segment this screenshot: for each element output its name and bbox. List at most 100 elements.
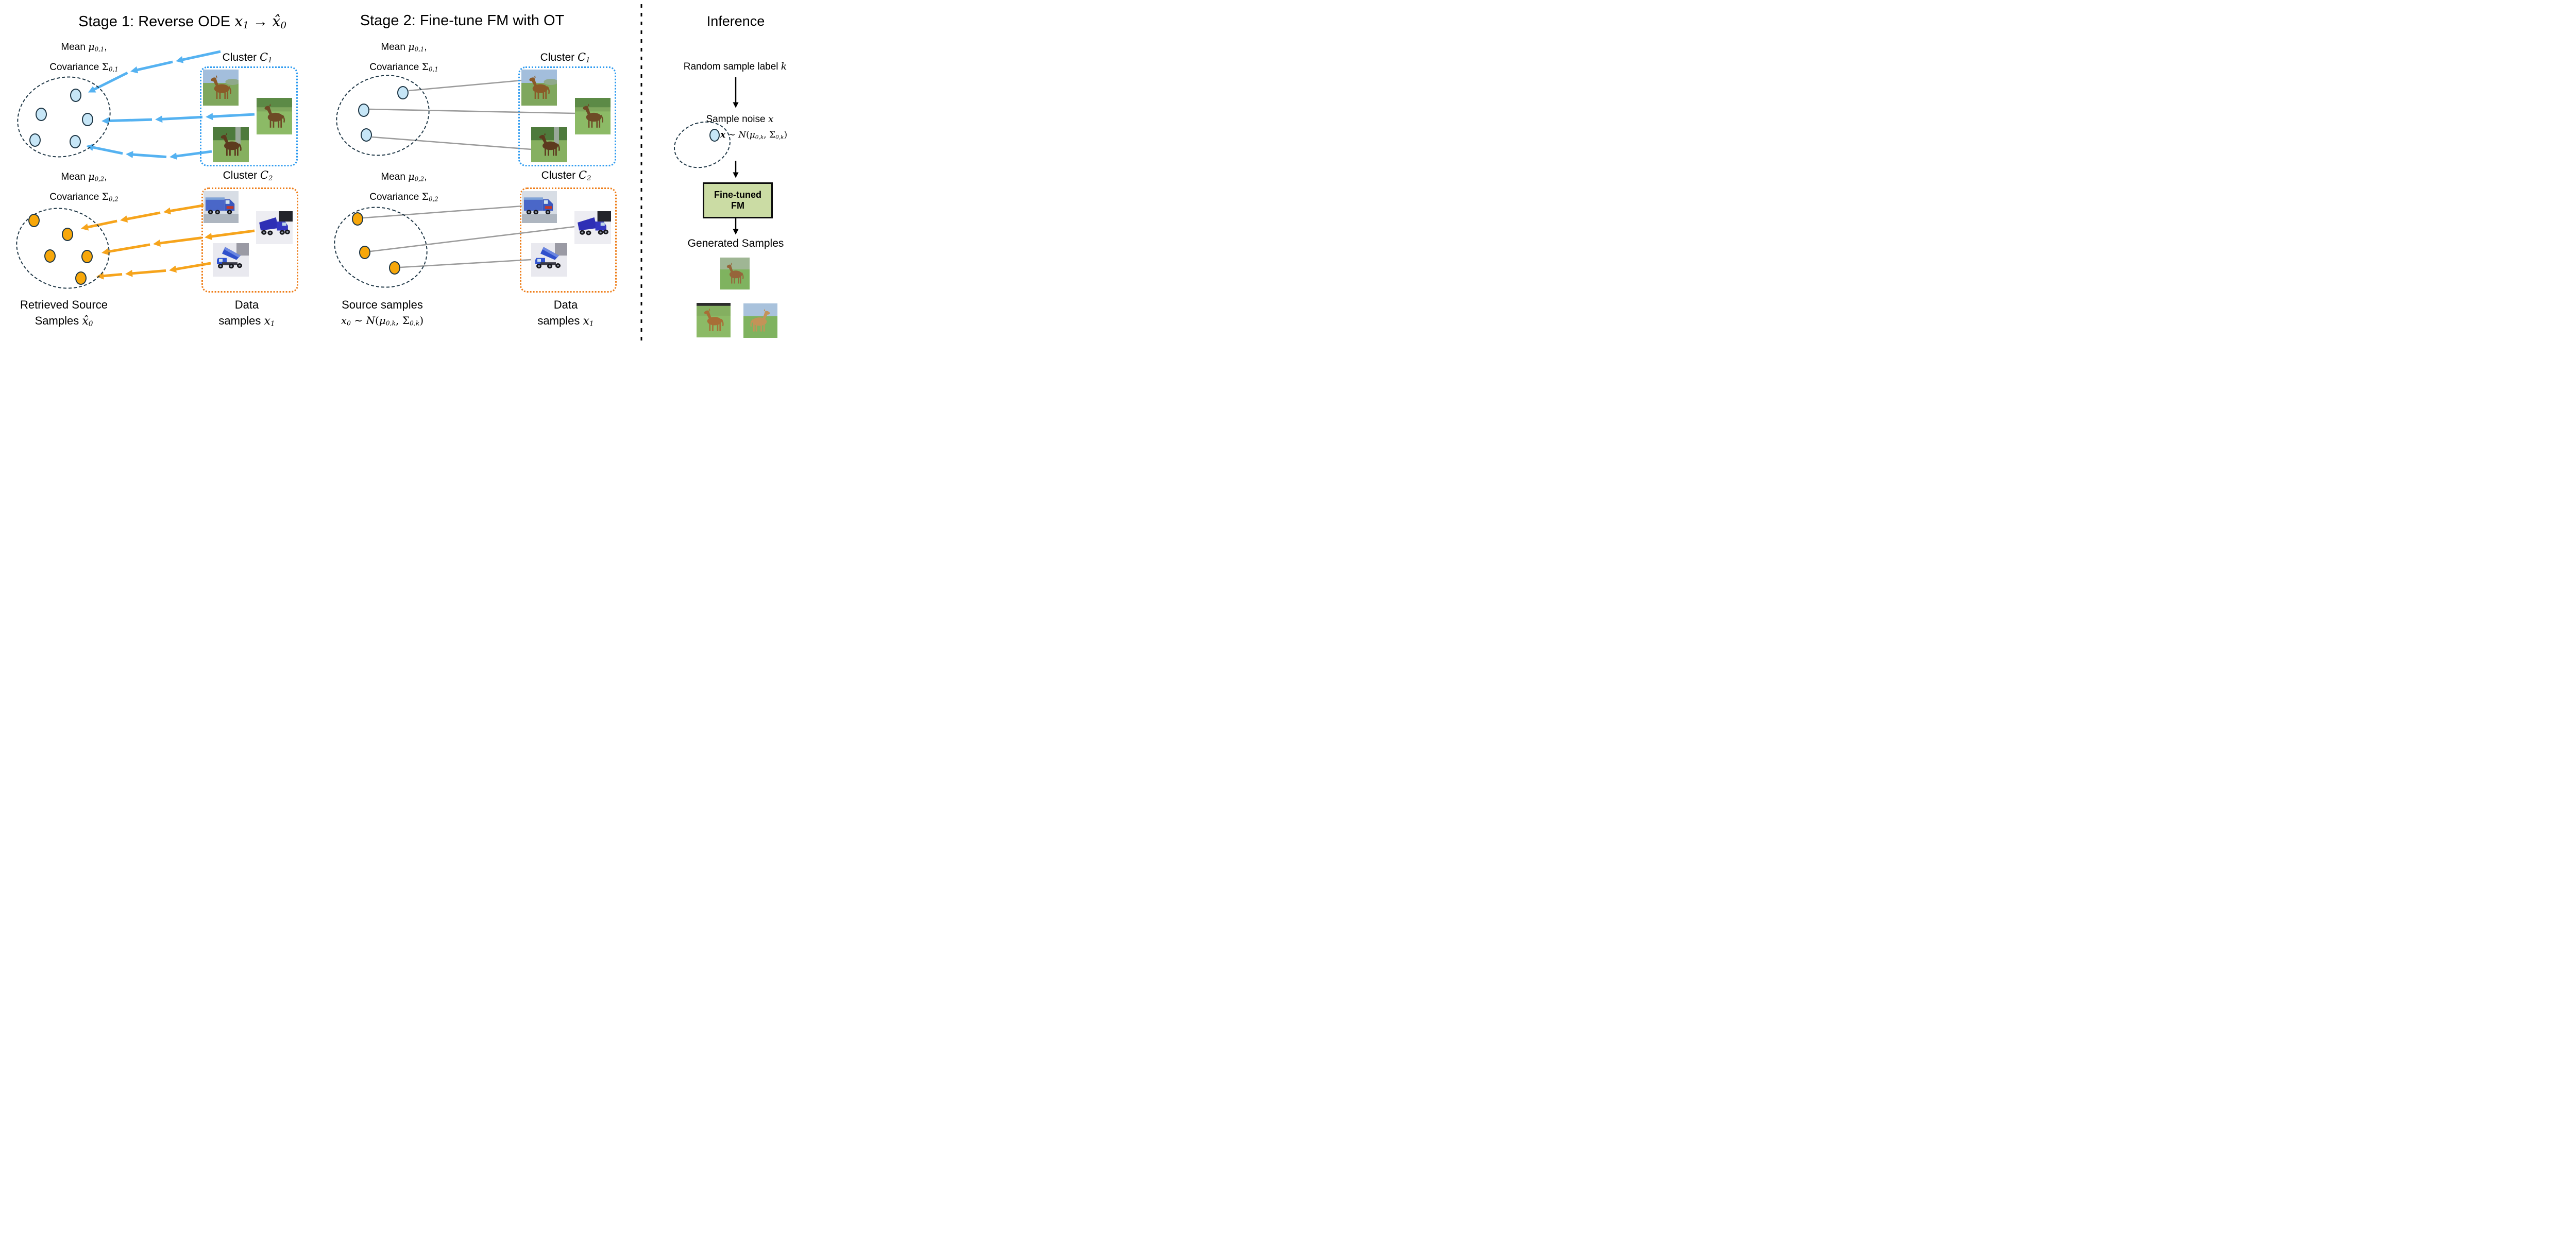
text-segment: x xyxy=(264,315,270,328)
stage2-cluster1-box xyxy=(518,66,616,166)
text-segment: , xyxy=(424,172,427,182)
arrow-connector xyxy=(163,203,206,215)
text-segment: ∼ xyxy=(725,130,739,140)
text-segment: Data xyxy=(553,298,578,311)
text-segment: 2 xyxy=(587,174,591,182)
stage2-caption-left: Source samples x0 ∼ N(μ0,k, Σ0,k) xyxy=(315,297,449,331)
line-connector xyxy=(408,79,522,92)
arrow-connector xyxy=(126,151,167,159)
arrow-connector xyxy=(170,150,212,160)
stage2-title: Stage 2: Fine-tune FM with OT xyxy=(346,12,578,29)
arrow-connector xyxy=(205,229,255,240)
text-segment: Σ xyxy=(421,191,429,202)
gaussian-sample-dot-blue xyxy=(361,128,372,142)
text-segment: 0,1 xyxy=(429,65,438,73)
text-segment: C xyxy=(578,51,586,63)
text-segment: ) xyxy=(419,314,424,327)
stage1-top-mean-label: Mean μ0,1, xyxy=(20,38,148,58)
connector-overlay xyxy=(81,4,739,343)
arrow-connector xyxy=(96,272,123,280)
text-segment: x xyxy=(768,113,774,125)
text-segment: 1 xyxy=(586,56,590,64)
gaussian-sample-dot-orange xyxy=(44,249,56,263)
text-segment: μ xyxy=(88,41,95,53)
truck-photo xyxy=(256,211,293,244)
stage2-bottom-gaussian-labels: Mean μ0,2, Covariance Σ0,2 xyxy=(342,168,466,208)
stage2-bottom-cov-label: Covariance Σ0,2 xyxy=(342,188,466,208)
arrow-connector xyxy=(169,262,211,273)
text-segment: Samples xyxy=(35,314,82,327)
stage2-top-mean-label: Mean μ0,1, xyxy=(342,38,466,58)
truck-photo xyxy=(522,191,557,223)
gaussian-sample-dot-blue xyxy=(358,104,369,117)
text-segment: Mean xyxy=(61,42,89,53)
gaussian-sample-dot-blue xyxy=(70,89,81,102)
text-segment: ) xyxy=(784,130,788,140)
text-segment: Retrieved Source xyxy=(20,298,108,311)
text-segment: x̂ xyxy=(82,315,89,328)
generated-horse-photo xyxy=(720,258,750,289)
stage1-caption-left: Retrieved Source Samples x̂0 xyxy=(2,297,126,332)
text-segment: x xyxy=(583,315,589,328)
text-segment: Source samples xyxy=(342,298,423,311)
stage1-bottom-mean-label: Mean μ0,2, xyxy=(20,168,148,188)
text-segment: 0,2 xyxy=(109,195,118,203)
arrow-connector xyxy=(125,269,166,277)
text-segment: ( xyxy=(375,314,379,327)
text-segment: 0,1 xyxy=(109,65,118,73)
stage1-bottom-gaussian-labels: Mean μ0,2, Covariance Σ0,2 xyxy=(20,168,148,208)
line-connector xyxy=(363,205,523,219)
text-segment: N xyxy=(738,130,747,140)
stage1-top-cov-label: Covariance Σ0,1 xyxy=(20,58,148,78)
horse-photo xyxy=(203,70,239,106)
line-connector xyxy=(400,259,532,268)
gaussian-sample-dot-orange xyxy=(62,228,73,241)
inference-step-label: Random sample label k xyxy=(668,61,803,73)
text-segment: samples xyxy=(537,314,583,327)
text-segment: Covariance xyxy=(369,191,422,202)
text-segment: 1 xyxy=(270,320,275,328)
text-segment: Generated Samples xyxy=(687,237,784,249)
horse-photo xyxy=(257,98,292,134)
arrow-connector xyxy=(101,117,152,125)
line-connector xyxy=(370,226,575,252)
arrow-connector xyxy=(88,72,128,93)
text-segment: , xyxy=(424,42,427,53)
stage1-caption-right: Data samples x1 xyxy=(200,297,293,332)
stage1-title: Stage 1: Reverse ODE x1 → x̂0 xyxy=(41,12,324,31)
text-segment: C xyxy=(260,51,268,63)
horse-photo xyxy=(531,127,567,162)
text-segment: C xyxy=(579,169,587,181)
text-segment: Mean xyxy=(61,172,89,182)
gaussian-sample-dot-orange xyxy=(28,214,40,227)
text-segment: μ xyxy=(749,130,755,140)
arrow-connector xyxy=(130,60,173,74)
text-segment: x xyxy=(720,130,726,140)
fm-box-line1: Fine-tuned xyxy=(714,190,761,200)
text-segment: Sample noise xyxy=(706,114,768,125)
arrow-connector xyxy=(206,113,255,121)
stage2-caption-right-line1: Data xyxy=(519,297,612,313)
generated-samples-label: Generated Samples xyxy=(674,237,798,250)
stage2-cluster1-label: Cluster C1 xyxy=(524,51,606,64)
arrow-connector xyxy=(120,211,161,223)
text-segment: Σ xyxy=(101,61,109,73)
arrow-connector xyxy=(81,219,117,231)
stage1-caption-right-line1: Data xyxy=(200,297,293,313)
text-segment: Σ xyxy=(421,61,429,73)
stage2-top-cov-label: Covariance Σ0,1 xyxy=(342,58,466,78)
text-segment: Inference xyxy=(706,13,765,29)
truck-photo xyxy=(574,211,611,244)
gaussian-sample-dot-orange xyxy=(389,261,400,275)
gaussian-sample-dot-blue xyxy=(29,133,41,147)
text-segment: Σ xyxy=(402,314,410,327)
gaussian-sample-dot-blue xyxy=(82,113,93,126)
text-segment: Cluster xyxy=(223,169,260,181)
text-segment: x xyxy=(341,314,347,327)
gaussian-sample-dot-orange xyxy=(352,212,363,226)
line-connector xyxy=(371,136,532,150)
arrow-connector xyxy=(176,50,221,63)
text-segment: 0,k xyxy=(385,319,396,327)
stage1-cluster2-box xyxy=(201,188,298,293)
text-segment: k xyxy=(781,61,787,72)
